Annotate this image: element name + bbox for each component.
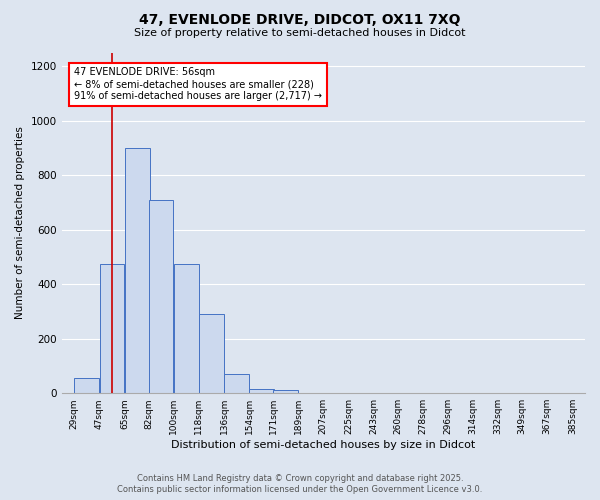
Y-axis label: Number of semi-detached properties: Number of semi-detached properties — [15, 126, 25, 320]
Text: Contains HM Land Registry data © Crown copyright and database right 2025.
Contai: Contains HM Land Registry data © Crown c… — [118, 474, 482, 494]
Bar — [125, 148, 149, 393]
X-axis label: Distribution of semi-detached houses by size in Didcot: Distribution of semi-detached houses by … — [171, 440, 475, 450]
Bar — [74, 378, 99, 393]
Text: 47 EVENLODE DRIVE: 56sqm
← 8% of semi-detached houses are smaller (228)
91% of s: 47 EVENLODE DRIVE: 56sqm ← 8% of semi-de… — [74, 68, 322, 100]
Bar — [199, 314, 224, 393]
Text: Size of property relative to semi-detached houses in Didcot: Size of property relative to semi-detach… — [134, 28, 466, 38]
Bar — [174, 264, 199, 393]
Bar — [149, 200, 173, 393]
Text: 47, EVENLODE DRIVE, DIDCOT, OX11 7XQ: 47, EVENLODE DRIVE, DIDCOT, OX11 7XQ — [139, 12, 461, 26]
Bar — [100, 264, 124, 393]
Bar — [250, 389, 274, 393]
Bar — [273, 390, 298, 393]
Bar — [224, 374, 249, 393]
